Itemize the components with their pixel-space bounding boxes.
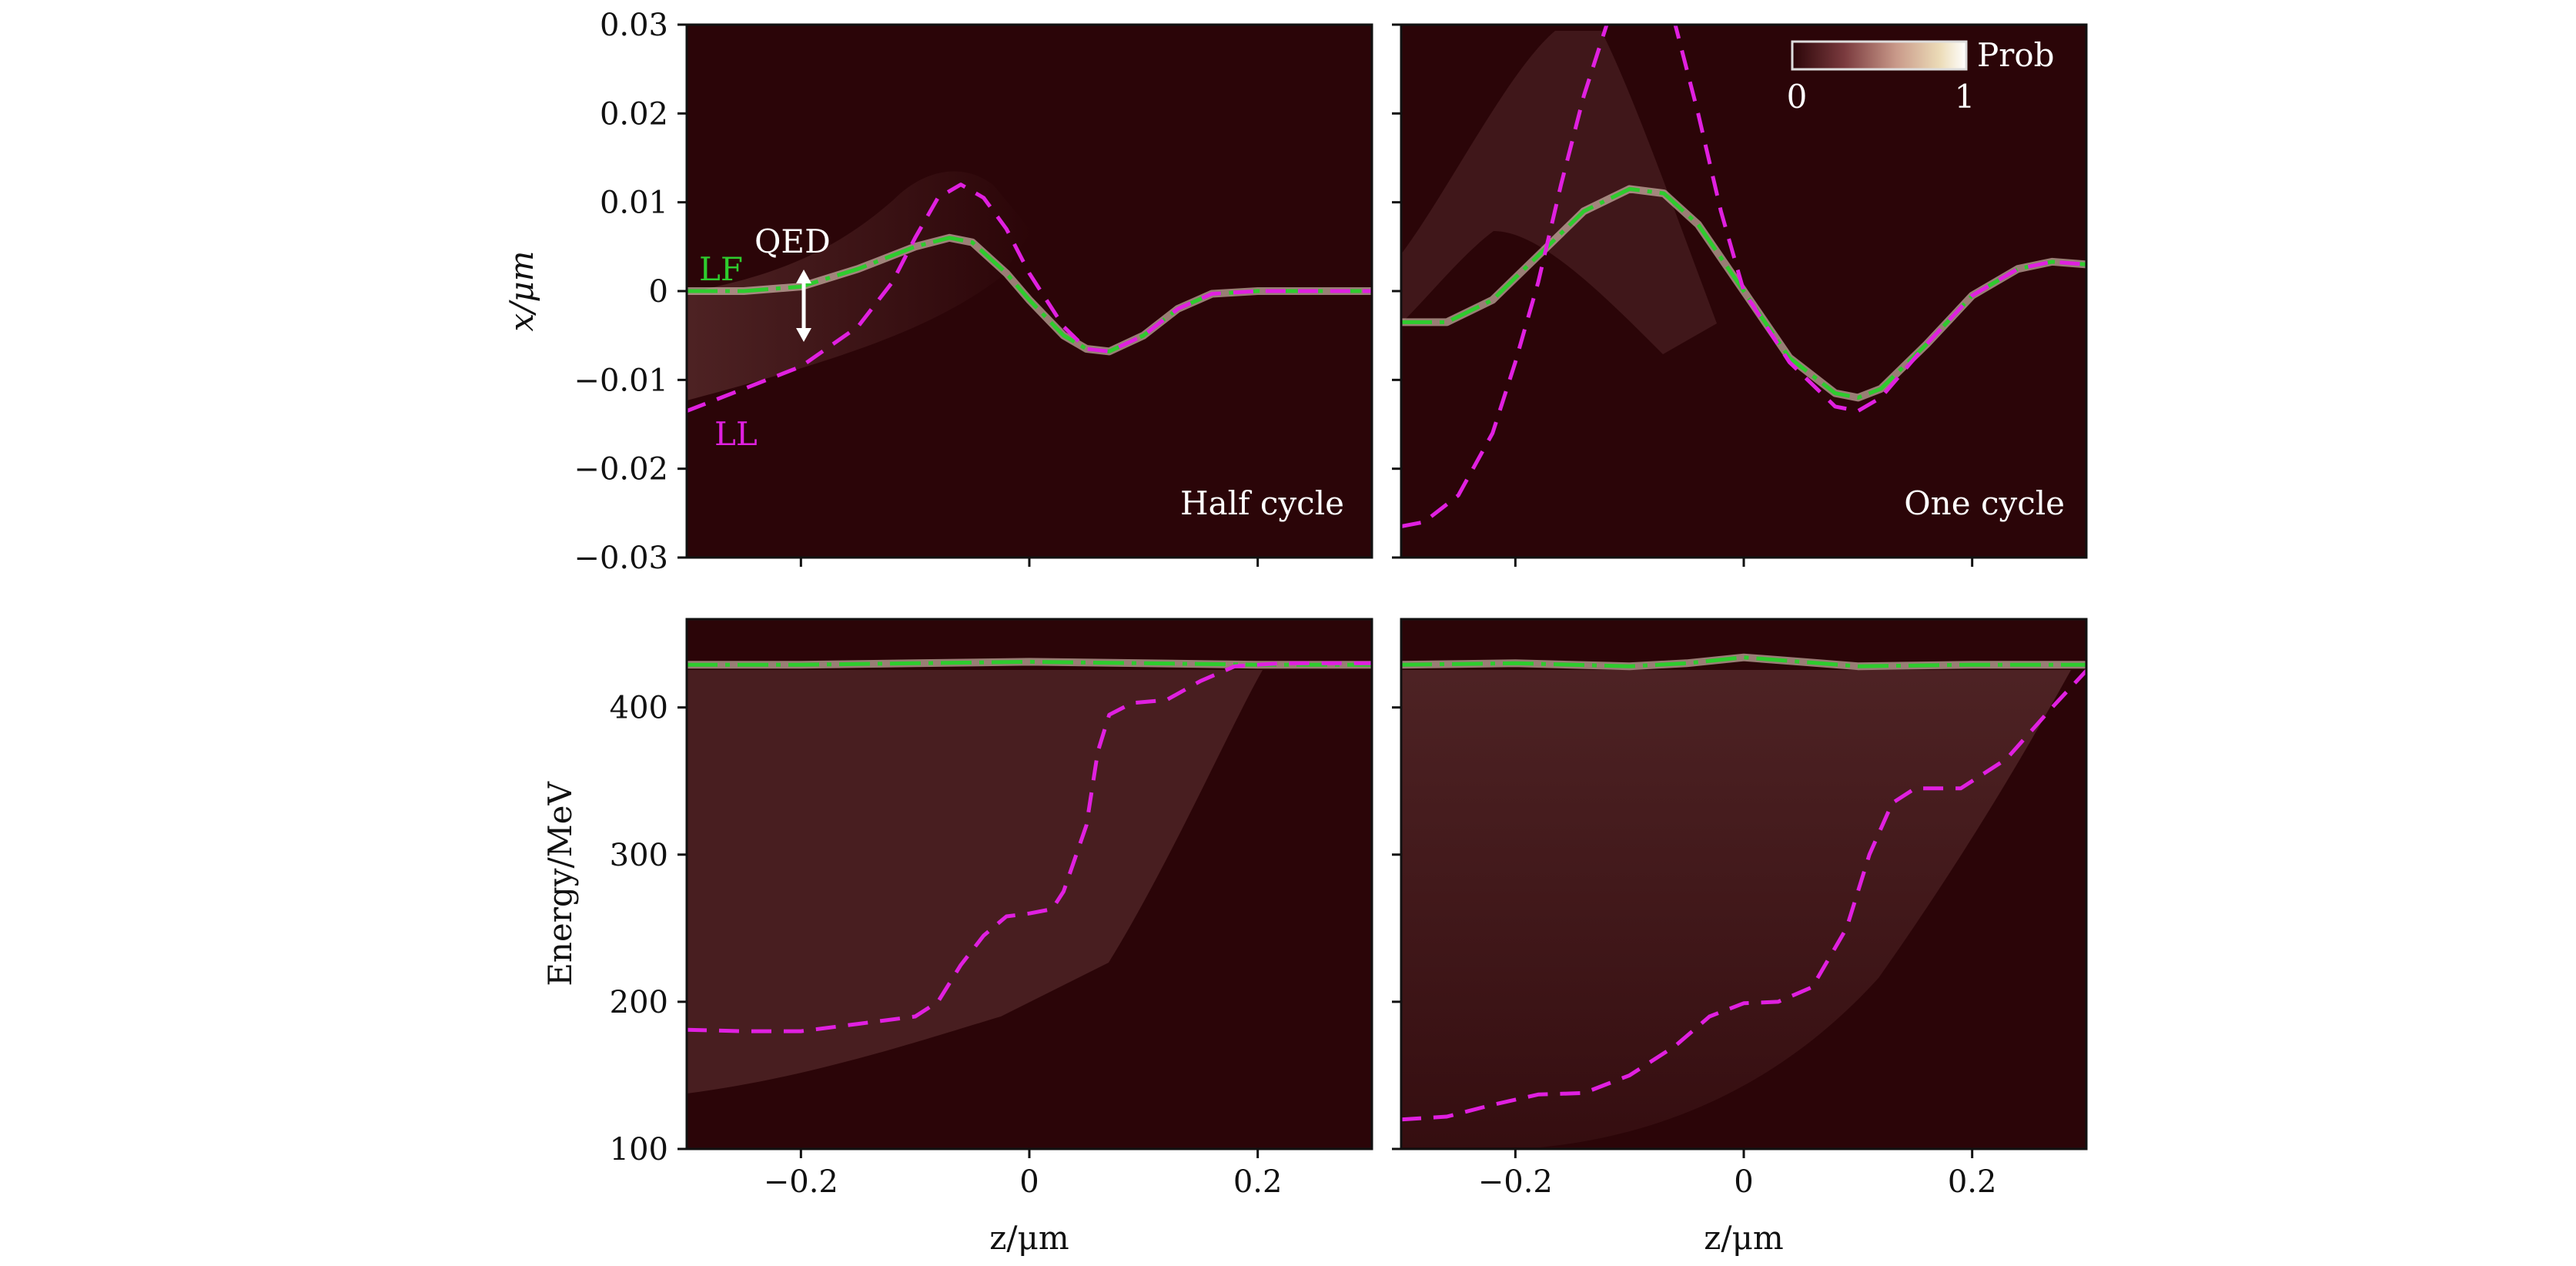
colorbar: Prob 0 1	[1787, 36, 2055, 116]
ytick-label: 300	[610, 838, 668, 873]
annotation-half-cycle: Half cycle	[1180, 484, 1344, 522]
ylabel-top: x/μm	[503, 251, 540, 332]
ytick-label: −0.03	[574, 541, 668, 576]
series-ll-line	[1401, 25, 2086, 529]
xlabel-bottom-left: z/μm	[989, 1219, 1069, 1257]
ytick-label: 0.03	[600, 8, 668, 43]
xtick-label: −0.2	[1478, 1164, 1553, 1200]
label-ll: LL	[714, 415, 758, 453]
ytick-label: 0.02	[600, 96, 668, 132]
series-lf-line	[1401, 186, 2086, 400]
colorbar-gradient	[1791, 40, 1968, 71]
spread-top-left	[687, 171, 1032, 400]
series-group-top-right	[1401, 25, 2086, 529]
series-ll-line	[687, 183, 1372, 414]
xtick-label: 0.2	[1233, 1164, 1283, 1200]
ylabel-bottom: Energy/MeV	[541, 782, 579, 986]
colorbar-max: 1	[1955, 78, 1975, 116]
xtick-label: −0.2	[764, 1164, 838, 1200]
xlabel-bottom-right: z/μm	[1704, 1219, 1783, 1257]
ytick-label: −0.02	[574, 452, 668, 487]
ytick-label: 100	[610, 1132, 668, 1167]
label-qed: QED	[754, 223, 831, 260]
tick-group: 0.030.020.010−0.01−0.02−0.03400300200100…	[574, 8, 1996, 1200]
ytick-label: 400	[610, 691, 668, 726]
xtick-label: 0.2	[1948, 1164, 1997, 1200]
qed-arrow-icon	[796, 270, 811, 342]
ytick-label: 0	[649, 274, 668, 310]
ytick-label: −0.01	[574, 363, 668, 398]
colorbar-min: 0	[1787, 78, 1808, 116]
series-group-bottom-right	[1401, 653, 2086, 1122]
ytick-label: 200	[610, 985, 668, 1020]
xtick-label: 0	[1734, 1164, 1753, 1200]
series-ll-line	[1401, 669, 2086, 1122]
series-group-bottom-left	[687, 658, 1372, 1033]
spread-top-right	[1401, 31, 1717, 354]
spread-bottom-right	[1401, 670, 2071, 1147]
label-lf: LF	[699, 250, 743, 288]
series-lf-line	[1401, 655, 2086, 668]
series-group-top-left	[687, 183, 1372, 414]
annotation-one-cycle: One cycle	[1904, 484, 2065, 522]
ytick-label: 0.01	[600, 186, 668, 221]
spread-bottom-left	[687, 670, 1263, 1094]
xtick-label: 0	[1019, 1164, 1039, 1200]
colorbar-label: Prob	[1977, 36, 2055, 74]
